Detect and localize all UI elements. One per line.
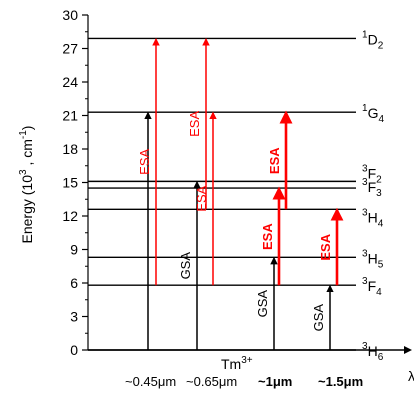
y-tick-label: 3 xyxy=(70,309,78,325)
x-axis: λ Tm3+ ~0.45μm ~0.65μm ~1μm ~1.5μm xyxy=(88,346,414,389)
level-label-3h6: 3H6 xyxy=(362,341,384,363)
esa-label: ESA xyxy=(260,223,275,250)
wavelength-label: ~0.45μm xyxy=(125,374,176,389)
x-axis-glyph: λ xyxy=(408,368,414,384)
esa-label: ESA xyxy=(137,149,152,175)
gsa-label: GSA xyxy=(178,252,193,280)
level-label-3h4: 3H4 xyxy=(362,207,384,229)
wavelength-label: ~1μm xyxy=(258,374,292,389)
gsa-label: GSA xyxy=(255,290,270,318)
y-tick-label: 30 xyxy=(62,7,78,23)
y-tick-label: 21 xyxy=(62,108,78,124)
y-tick-label: 24 xyxy=(62,74,78,90)
transitions: ESA GSA ESA ESA GSA ESA ESA GSA ESA xyxy=(137,37,344,350)
y-tick-label: 12 xyxy=(62,208,78,224)
y-tick-label: 0 xyxy=(70,342,78,358)
level-label-3f2: 3F2 xyxy=(362,163,382,185)
level-label-3f3: 3F3 xyxy=(362,177,382,199)
level-label-1d2: 1D2 xyxy=(362,29,384,51)
level-label-3h5: 3H5 xyxy=(362,248,384,270)
wavelength-label: ~1.5μm xyxy=(318,374,363,389)
y-tick-label: 27 xyxy=(62,41,78,57)
gsa-label: GSA xyxy=(311,304,326,332)
wavelength-label: ~0.65μm xyxy=(186,374,237,389)
y-axis: 0 3 6 9 12 15 18 21 24 27 30 Energy (103 , cm-1) xyxy=(18,7,89,358)
ion-label: Tm3+ xyxy=(221,355,253,372)
esa-label: ESA xyxy=(194,185,209,211)
y-tick-label: 6 xyxy=(70,275,78,291)
y-tick-label: 15 xyxy=(62,175,78,191)
esa-label: ESA xyxy=(187,111,202,137)
y-tick-label: 9 xyxy=(70,242,78,258)
esa-label: ESA xyxy=(318,233,333,260)
esa-label: ESA xyxy=(267,147,282,174)
level-label-1g4: 1G4 xyxy=(362,103,384,125)
y-tick-label: 18 xyxy=(62,141,78,157)
y-axis-label: Energy (103 , cm-1) xyxy=(18,126,35,244)
x-axis-arrowhead xyxy=(404,346,412,354)
level-label-3f4: 3F4 xyxy=(362,276,382,298)
